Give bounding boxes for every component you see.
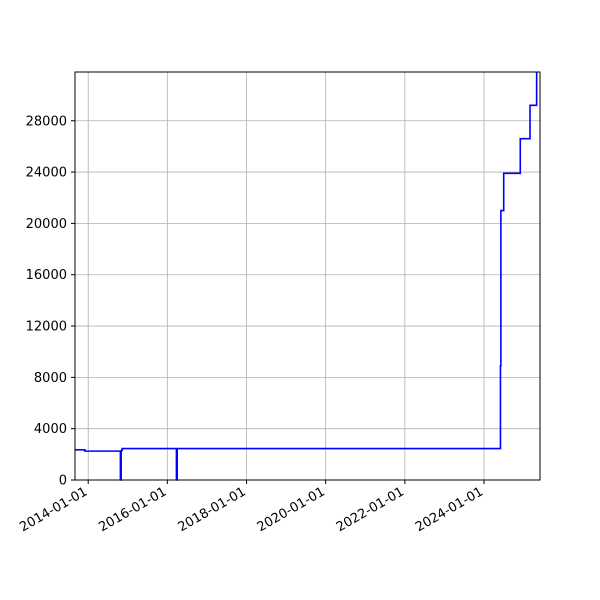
x-tick-label: 2020-01-01 xyxy=(255,484,328,535)
y-axis: 0 4000 8000 12000 16000 20000 24000 28000 xyxy=(26,114,75,489)
x-tick-label: 2024-01-01 xyxy=(413,484,486,535)
y-tick-label: 0 xyxy=(59,474,67,489)
x-tick-label: 2014-01-01 xyxy=(17,484,90,535)
y-tick-label: 12000 xyxy=(26,320,67,335)
plot-frame xyxy=(74,71,541,481)
x-axis: 2014-01-01 2016-01-01 2018-01-01 2020-01-01… xyxy=(17,480,486,535)
x-tick-label: 2022-01-01 xyxy=(334,484,407,535)
x-tick-label: 2018-01-01 xyxy=(176,484,249,535)
y-tick-label: 24000 xyxy=(26,166,67,181)
series-line xyxy=(75,72,538,481)
grid-lines xyxy=(75,72,540,481)
y-tick-label: 16000 xyxy=(26,268,67,283)
x-tick-label: 2016-01-01 xyxy=(96,484,169,535)
y-tick-label: 4000 xyxy=(34,422,67,437)
y-tick-label: 8000 xyxy=(34,371,67,386)
series-layer xyxy=(75,72,538,481)
y-tick-label: 28000 xyxy=(26,114,67,129)
y-tick-label: 20000 xyxy=(26,217,67,232)
